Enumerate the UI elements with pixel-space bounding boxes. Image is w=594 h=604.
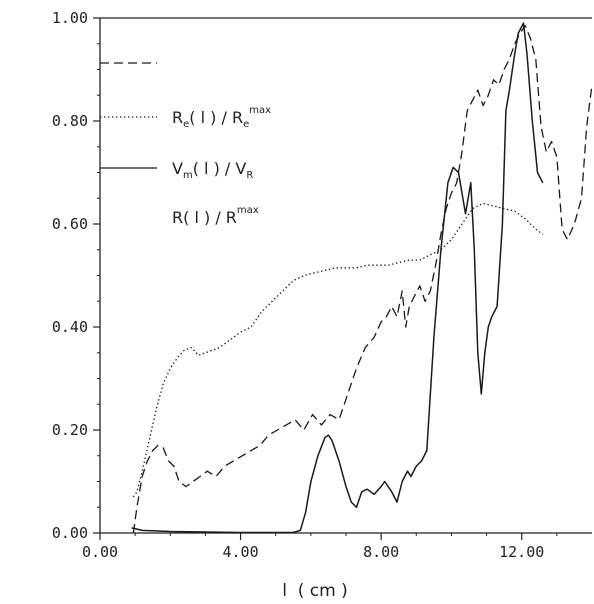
y-tick-label: 0.80 <box>52 112 88 130</box>
tick-marks <box>93 17 558 540</box>
legend-label: Vm( l ) / VR <box>172 159 253 181</box>
legend: Re( l ) / Remax Vm( l ) / VR R( l ) / Rmax <box>100 62 271 227</box>
series-lines <box>131 22 593 534</box>
x-tick-label: 4.00 <box>223 543 259 561</box>
x-axis-label: l ( cm ) <box>282 581 348 601</box>
y-tick-label: 0.40 <box>52 318 88 336</box>
y-tick-label: 1.00 <box>52 9 88 27</box>
y-tick-label: 0.00 <box>52 524 88 542</box>
y-tick-label: 0.20 <box>52 421 88 439</box>
legend-label: Re( l ) / Remax <box>172 105 271 130</box>
series-line-solid <box>131 22 544 534</box>
y-tick-label: 0.60 <box>52 215 88 233</box>
axes <box>99 17 592 534</box>
x-tick-label: 0.00 <box>82 543 118 561</box>
series-line-dotted <box>132 202 544 498</box>
legend-label: R( l ) / Rmax <box>172 205 259 227</box>
y-tick-labels: 0.00 0.20 0.40 0.60 0.80 1.00 <box>52 9 88 542</box>
x-tick-labels: 0.00 4.00 8.00 12.00 <box>82 543 544 561</box>
x-tick-label: 8.00 <box>363 543 399 561</box>
x-tick-label: 12.00 <box>499 543 544 561</box>
series-line-dashed <box>132 25 593 534</box>
